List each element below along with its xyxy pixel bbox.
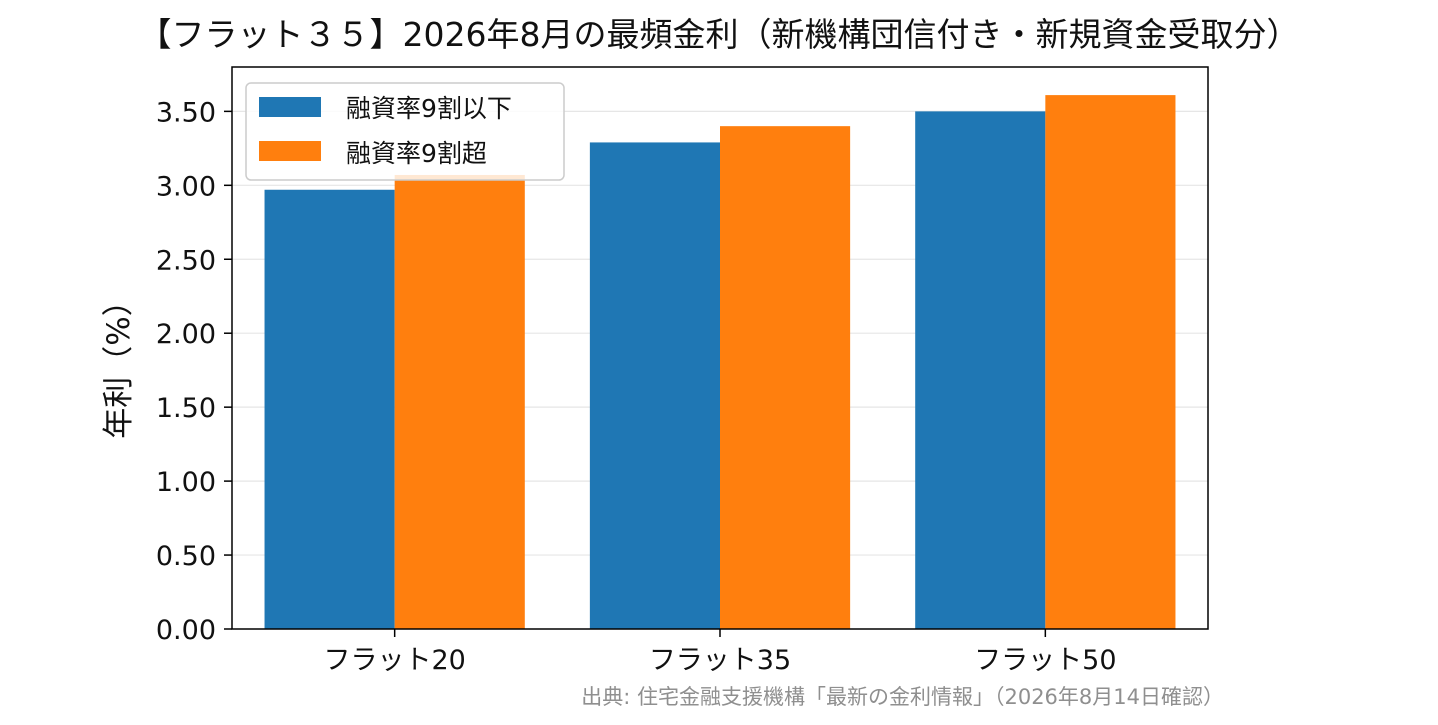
y-tick-label: 1.00 xyxy=(156,467,216,498)
legend-label-1: 融資率9割以下 xyxy=(346,94,512,123)
legend-label-2: 融資率9割超 xyxy=(346,139,487,168)
y-tick-label: 0.50 xyxy=(156,541,216,572)
y-tick-label: 2.50 xyxy=(156,245,216,276)
bar-2-3 xyxy=(1045,95,1176,630)
bar-1-2 xyxy=(589,142,720,629)
y-tick-label: 3.50 xyxy=(156,97,216,128)
bar-1-1 xyxy=(264,189,395,629)
y-tick-label: 2.00 xyxy=(156,319,216,350)
bars xyxy=(264,95,1176,630)
legend-box xyxy=(245,82,565,181)
legend-swatch-2 xyxy=(259,141,321,161)
chart-title: 【フラット３５】2026年8月の最頻金利（新機構団信付き・新規資金受取分） xyxy=(138,15,1300,54)
y-tick-label: 1.50 xyxy=(156,393,216,424)
source-note: 出典: 住宅金融支援機構「最新の金利情報」（2026年8月14日確認） xyxy=(581,685,1224,709)
y-axis: 0.00 0.50 1.00 1.50 2.00 2.50 3.00 3.50 xyxy=(156,97,232,646)
x-tick-label: フラット20 xyxy=(323,645,465,676)
bar-2-1 xyxy=(394,174,525,629)
y-tick-label: 3.00 xyxy=(156,171,216,202)
legend: 融資率9割以下 融資率9割超 xyxy=(245,82,565,181)
x-axis: フラット20 フラット35 フラット50 xyxy=(323,629,1117,676)
legend-swatch-1 xyxy=(259,97,321,117)
y-axis-label: 年利（%） xyxy=(101,285,137,438)
x-tick-label: フラット50 xyxy=(974,645,1116,676)
bar-1-3 xyxy=(915,111,1046,630)
bar-2-2 xyxy=(720,126,851,629)
x-tick-label: フラット35 xyxy=(649,645,791,676)
y-tick-label: 0.00 xyxy=(156,615,216,646)
